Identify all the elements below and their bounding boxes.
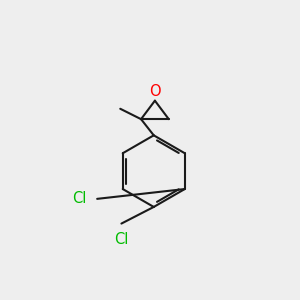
Text: Cl: Cl — [114, 232, 128, 247]
Text: O: O — [149, 84, 161, 99]
Text: Cl: Cl — [72, 191, 87, 206]
